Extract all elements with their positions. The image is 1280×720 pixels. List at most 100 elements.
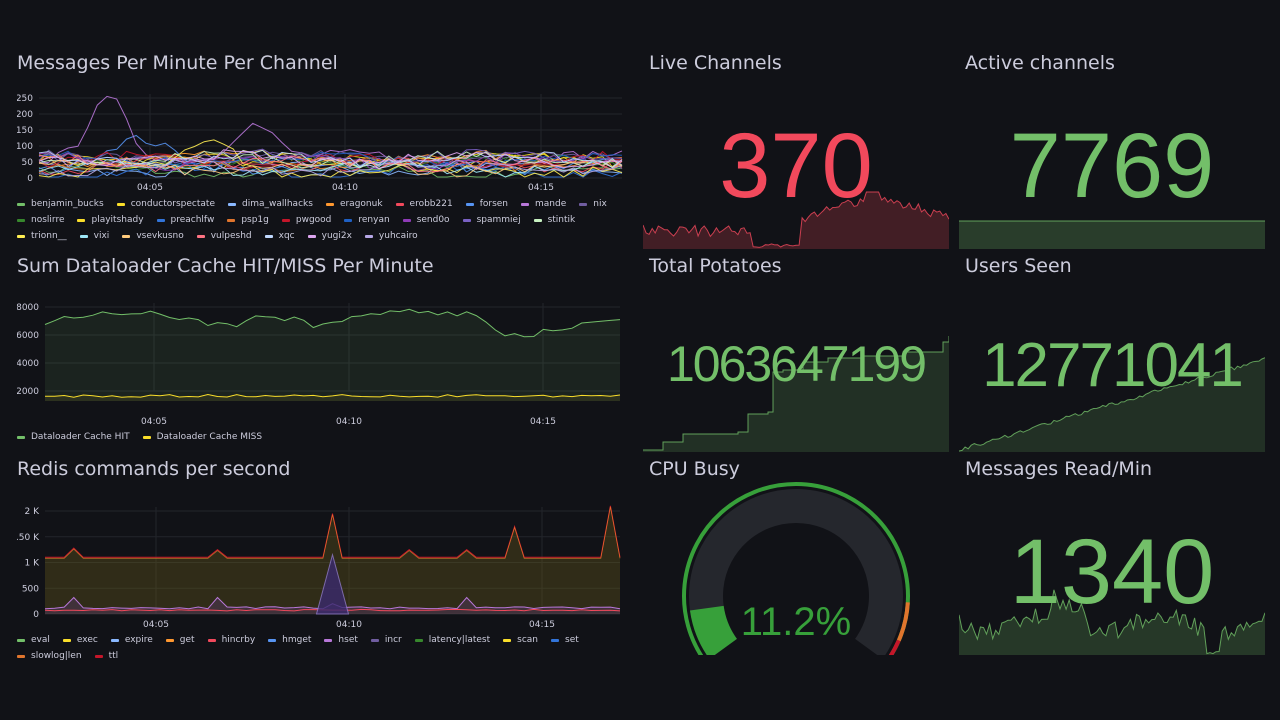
- legend-label: spammiej: [476, 215, 521, 225]
- legend-item[interactable]: slowlog|len: [17, 648, 82, 664]
- legend-label: Dataloader Cache HIT: [31, 432, 130, 442]
- panel-title[interactable]: Messages Read/Min: [965, 458, 1153, 480]
- legend-item[interactable]: vulpeshd: [196, 228, 252, 244]
- chart-legend: eval exec expire get hincrby hmget hset incr lat…: [17, 632, 617, 664]
- legend-item[interactable]: hset: [324, 632, 358, 648]
- panel-title[interactable]: Redis commands per second: [17, 458, 291, 480]
- x-tick-label: 04:15: [529, 620, 555, 630]
- panel-redis-commands: Redis commands per second 2 K 1.50 K 1 K 50…: [17, 458, 629, 661]
- legend-swatch: [402, 218, 411, 222]
- legend-item[interactable]: playitshady: [77, 212, 144, 228]
- legend-label: eragonuk: [339, 199, 383, 209]
- legend-swatch: [521, 202, 529, 206]
- legend-item[interactable]: Dataloader Cache MISS: [142, 429, 263, 445]
- panel-title[interactable]: Messages Per Minute Per Channel: [17, 52, 338, 74]
- stat-value: 370: [719, 115, 873, 217]
- legend-item[interactable]: yuhcairo: [364, 228, 418, 244]
- panel-users-seen: Users Seen 12771041: [959, 255, 1265, 452]
- legend-item[interactable]: trionn__: [17, 228, 67, 244]
- legend-item[interactable]: benjamin_bucks: [17, 196, 104, 212]
- sparkline-area: [643, 336, 949, 452]
- panel-title[interactable]: Active channels: [965, 52, 1115, 74]
- legend-label: get: [179, 635, 195, 645]
- x-tick-label: 04:10: [332, 183, 358, 193]
- legend-label: yugi2x: [321, 231, 352, 241]
- series-line: [38, 149, 623, 169]
- legend-label: Dataloader Cache MISS: [156, 432, 263, 442]
- panel-title[interactable]: Live Channels: [649, 52, 782, 74]
- y-tick-label: 0: [27, 174, 33, 184]
- legend-item[interactable]: scan: [503, 632, 538, 648]
- legend-item[interactable]: send0o: [402, 212, 450, 228]
- legend-item[interactable]: forsen: [465, 196, 508, 212]
- y-tick-label: 8000: [17, 303, 39, 313]
- legend-label: vulpeshd: [210, 231, 252, 241]
- legend-item[interactable]: mande: [521, 196, 566, 212]
- legend-item[interactable]: preachlfw: [156, 212, 214, 228]
- sparkline-area: [643, 192, 949, 249]
- legend-label: nix: [593, 199, 607, 209]
- legend-item[interactable]: get: [165, 632, 195, 648]
- legend-swatch: [281, 218, 290, 222]
- panel-title[interactable]: Sum Dataloader Cache HIT/MISS Per Minute: [17, 255, 434, 277]
- legend-item[interactable]: vsevkusno: [122, 228, 184, 244]
- legend-item[interactable]: dima_wallhacks: [227, 196, 313, 212]
- legend-item[interactable]: erobb221: [395, 196, 453, 212]
- legend-item[interactable]: eval: [17, 632, 50, 648]
- messages-per-minute-chart[interactable]: 250 200 150 100 50 0 04:05 04:10 04:15: [17, 88, 629, 194]
- legend-label: scan: [517, 635, 539, 645]
- redis-commands-chart[interactable]: 2 K 1.50 K 1 K 500 0 04:05 04:10 04:15: [17, 498, 629, 634]
- legend-item[interactable]: incr: [370, 632, 402, 648]
- y-tick-label: 6000: [17, 331, 39, 341]
- panel-messages-per-minute: Messages Per Minute Per Channel 250 200 15…: [17, 52, 629, 246]
- sparkline: [643, 336, 949, 452]
- panel-title[interactable]: CPU Busy: [649, 458, 740, 480]
- legend-item[interactable]: hmget: [268, 632, 311, 648]
- y-tick-label: 1.50 K: [17, 533, 40, 543]
- legend-item[interactable]: eragonuk: [325, 196, 383, 212]
- series-area: [45, 394, 620, 401]
- series-line: [38, 139, 623, 178]
- series-line: [38, 158, 623, 177]
- legend-swatch: [79, 234, 88, 238]
- panel-title[interactable]: Users Seen: [965, 255, 1072, 277]
- legend-label: slowlog|len: [31, 651, 82, 661]
- legend-swatch: [227, 218, 236, 222]
- legend-item[interactable]: yugi2x: [307, 228, 352, 244]
- legend-item[interactable]: psp1g: [227, 212, 269, 228]
- legend-label: latency|latest: [428, 635, 491, 645]
- legend-item[interactable]: stintik: [533, 212, 575, 228]
- legend-item[interactable]: spammiej: [462, 212, 521, 228]
- legend-item[interactable]: nix: [579, 196, 607, 212]
- legend-item[interactable]: vixi: [79, 228, 109, 244]
- panel-active-channels: Active channels 7769: [959, 52, 1265, 249]
- legend-label: set: [565, 635, 579, 645]
- legend-swatch: [395, 202, 404, 206]
- chart-legend: benjamin_bucks conductorspectate dima_wall…: [17, 196, 617, 244]
- legend-item[interactable]: hincrby: [207, 632, 255, 648]
- x-tick-label: 04:10: [336, 620, 362, 630]
- legend-item[interactable]: ttl: [94, 648, 118, 664]
- legend-item[interactable]: exec: [62, 632, 98, 648]
- legend-swatch: [116, 202, 125, 206]
- legend-swatch: [207, 638, 216, 642]
- panel-title[interactable]: Total Potatoes: [649, 255, 782, 277]
- x-tick-label: 04:05: [141, 417, 167, 427]
- legend-item[interactable]: latency|latest: [414, 632, 491, 648]
- legend-item[interactable]: set: [551, 632, 579, 648]
- legend-swatch: [465, 202, 474, 206]
- legend-label: conductorspectate: [130, 199, 215, 209]
- legend-swatch: [264, 234, 273, 238]
- legend-item[interactable]: pwgood: [281, 212, 331, 228]
- panel-dataloader-cache: Sum Dataloader Cache HIT/MISS Per Minute…: [17, 255, 629, 449]
- legend-item[interactable]: expire: [110, 632, 153, 648]
- legend-item[interactable]: noslirre: [17, 212, 64, 228]
- legend-item[interactable]: renyan: [344, 212, 390, 228]
- legend-item[interactable]: xqc: [264, 228, 295, 244]
- dataloader-cache-chart[interactable]: 8000 6000 4000 2000 04:05 04:10 04:15: [17, 289, 629, 429]
- series-line: [45, 506, 621, 559]
- legend-item[interactable]: Dataloader Cache HIT: [17, 429, 130, 445]
- legend-swatch: [462, 218, 471, 222]
- legend-swatch: [579, 202, 588, 206]
- legend-item[interactable]: conductorspectate: [116, 196, 215, 212]
